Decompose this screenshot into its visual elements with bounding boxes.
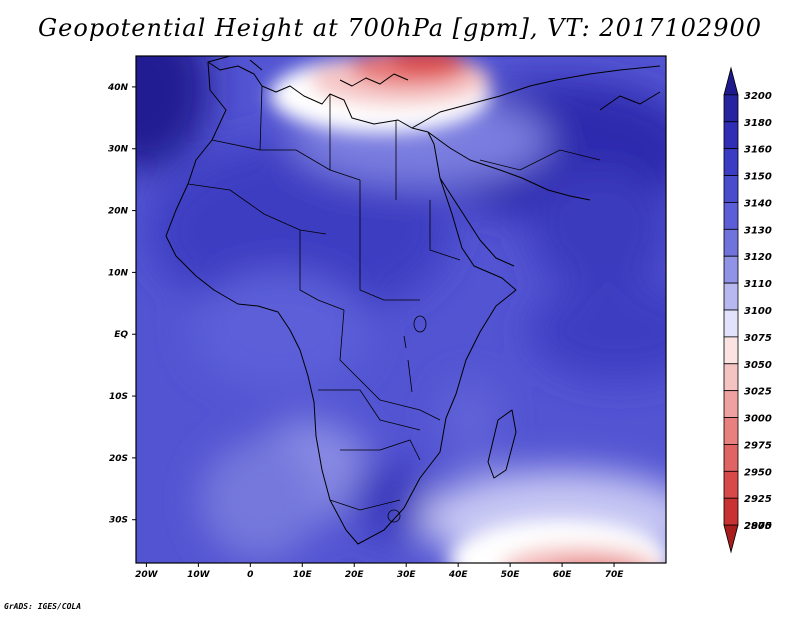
colorbar-swatch [723, 336, 739, 365]
colorbar-swatch [723, 444, 739, 472]
lon-tick-label: 70E [605, 570, 625, 580]
lat-tick-label: 30S [109, 516, 128, 526]
colorbar-label: 3025 [744, 387, 772, 398]
colorbar-label: 2900 [744, 521, 772, 532]
colorbar-swatch [723, 497, 739, 526]
colorbar-swatch [723, 94, 739, 123]
colorbar-swatch [723, 148, 739, 176]
map-title: Geopotential Height at 700hPa [gpm], VT:… [38, 14, 762, 42]
colorbar-label: 2875 [744, 521, 772, 532]
country-borders [187, 85, 601, 511]
colorbar-label: 3000 [744, 414, 772, 425]
lat-tick-label: 30N [108, 145, 129, 155]
colorbar-swatch [723, 363, 739, 392]
colorbar-swatch [723, 309, 739, 338]
colorbar-label: 3050 [744, 360, 772, 371]
lon-axis: 20W 10W 0 10E 20E 30E 40E 50E 60E 70E [135, 563, 624, 580]
colorbar-swatch [723, 255, 739, 284]
colorbar-swatch [723, 282, 739, 311]
lat-tick-label: 10N [108, 268, 129, 278]
lon-tick-label: 10W [187, 570, 211, 580]
colorbar-label: 2950 [744, 467, 772, 478]
colorbar-label: 3120 [744, 252, 772, 263]
colorbar-label: 3160 [744, 145, 772, 156]
lon-tick-label: 20W [135, 570, 159, 580]
colorbar-label: 3180 [744, 118, 772, 129]
colorbar-label: 2975 [744, 440, 772, 451]
colorbar-label: 3200 [744, 91, 772, 102]
colorbar-swatch [723, 202, 739, 230]
lon-tick-label: 10E [293, 570, 313, 580]
colorbar-top-arrow [723, 66, 739, 96]
colorbar-swatch [723, 470, 739, 499]
map-frame [135, 55, 667, 564]
colorbar-swatch [723, 228, 739, 257]
colorbar: 3200 3180 3160 3150 3140 3130 3120 3110 3100 3075… [723, 66, 772, 554]
lon-tick-label: 60E [553, 570, 573, 580]
colorbar-label: 2925 [744, 494, 772, 505]
lat-tick-label: EQ [114, 330, 128, 340]
colorbar-swatch [723, 175, 739, 203]
colorbar-label: 3100 [744, 306, 772, 317]
lat-axis: 40N 30N 20N 10N EQ 10S 20S 30S [107, 83, 136, 526]
lat-tick-label: 40N [107, 83, 129, 93]
lon-tick-label: 40E [448, 570, 469, 580]
lon-tick-label: 50E [501, 570, 521, 580]
lat-tick-label: 20N [108, 207, 129, 217]
lon-tick-label: 20E [345, 570, 365, 580]
colorbar-label: 3130 [744, 225, 772, 236]
colorbar-swatch [723, 390, 739, 418]
lat-tick-label: 20S [109, 454, 128, 464]
colorbar-label: 3110 [744, 279, 772, 290]
grads-credit: GrADS: IGES/COLA [4, 602, 82, 611]
colorbar-label: 3140 [744, 198, 772, 209]
colorbar-swatch [723, 121, 739, 150]
colorbar-label: 3150 [744, 172, 772, 183]
lat-tick-label: 10S [109, 392, 128, 402]
lon-tick-label: 30E [397, 570, 417, 580]
colorbar-label: 3075 [744, 333, 772, 344]
colorbar-swatch [723, 417, 739, 445]
lakes [387, 315, 427, 523]
lon-tick-label: 0 [247, 570, 253, 580]
colorbar-bottom-arrow [723, 524, 739, 554]
